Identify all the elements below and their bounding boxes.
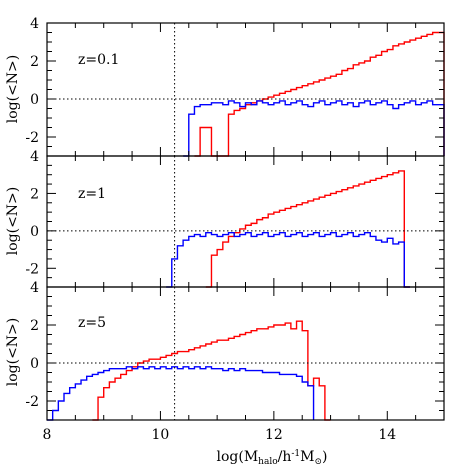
x-axis-label-sub2: ⊙ bbox=[314, 457, 322, 467]
ytick-label-z1: -2 bbox=[25, 261, 39, 277]
x-axis-label-post1: M bbox=[300, 449, 314, 465]
series-z5-0 bbox=[92, 320, 331, 421]
x-axis-label-sup: -1 bbox=[291, 449, 300, 459]
ytick-label-z01: 0 bbox=[30, 92, 39, 108]
xtick-label: 10 bbox=[152, 427, 170, 443]
ytick-label-z01: 4 bbox=[30, 16, 39, 32]
y-axis-label-bottom: log(<N>) bbox=[5, 318, 21, 387]
x-axis-label-pre: log(M bbox=[216, 449, 258, 465]
ytick-label-z01: -2 bbox=[25, 130, 39, 146]
series-z01-0 bbox=[194, 31, 445, 157]
x-axis-label-mid: /h bbox=[278, 449, 292, 465]
xtick-label: 8 bbox=[43, 427, 52, 443]
ytick-label-z01: 2 bbox=[30, 54, 39, 70]
frame-z01 bbox=[46, 22, 445, 157]
panel-z5: -2 0 2 4 8 10 12 14 bbox=[25, 280, 445, 443]
ytick-label-z5: -2 bbox=[25, 394, 39, 410]
y-axis-label-top: log(<N>) bbox=[5, 55, 21, 124]
frame-z5 bbox=[46, 286, 445, 421]
series-z5-1 bbox=[47, 366, 315, 421]
panel-label-z5: z=5 bbox=[78, 315, 106, 331]
ytick-label-z5: 2 bbox=[30, 318, 39, 334]
series-z1-0 bbox=[205, 170, 410, 288]
y-axis-labels: log(<N>) log(<N>) log(<N>) bbox=[5, 55, 21, 387]
series-z1-1 bbox=[166, 232, 410, 288]
plot-panels: -2 0 2 4 -2 0 2 4 -2 0 2 4 8 10 12 14 bbox=[25, 16, 445, 443]
series-z01-1 bbox=[183, 100, 445, 157]
ytick-label-z5: 4 bbox=[30, 280, 39, 296]
panel-labels: z=0.1 z=1 z=5 bbox=[78, 52, 119, 331]
frame-z1 bbox=[46, 155, 445, 288]
panel-z01: -2 0 2 4 bbox=[25, 16, 445, 157]
ytick-label-z5: 0 bbox=[30, 356, 39, 372]
panel-z1: -2 0 2 4 bbox=[25, 149, 445, 288]
x-axis-label-post2: ) bbox=[322, 449, 327, 465]
y-axis-label-middle: log(<N>) bbox=[5, 187, 21, 256]
ytick-label-z1: 2 bbox=[30, 186, 39, 202]
panel-label-z1: z=1 bbox=[78, 186, 106, 202]
x-axis-label-sub1: halo bbox=[258, 457, 277, 467]
ytick-label-z1: 4 bbox=[30, 149, 39, 165]
ytick-label-z1: 0 bbox=[30, 224, 39, 240]
panel-label-z01: z=0.1 bbox=[78, 52, 119, 68]
xtick-label: 12 bbox=[265, 427, 283, 443]
xtick-label: 14 bbox=[378, 427, 396, 443]
x-axis-label: log(Mhalo/h-1M⊙) bbox=[216, 449, 327, 467]
